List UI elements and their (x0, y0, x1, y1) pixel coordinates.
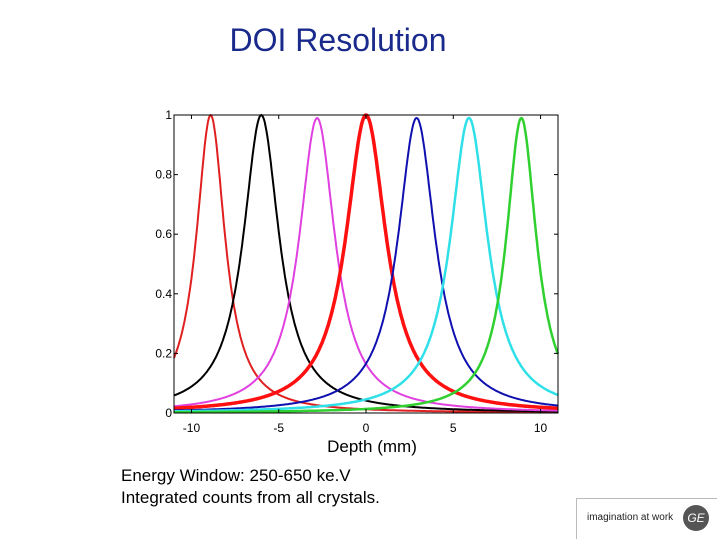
series-line-3 (173, 117, 559, 412)
caption-line-integrated-counts: Integrated counts from all crystals. (121, 488, 380, 507)
x-tick-label: -10 (183, 421, 201, 435)
ge-logo: imagination at work GE (576, 498, 717, 539)
x-tick-label: -5 (273, 421, 284, 435)
curves-layer (173, 113, 560, 414)
slide-title: DOI Resolution (229, 22, 447, 58)
y-tick-label: 1 (165, 108, 172, 122)
series-line-5 (173, 117, 559, 412)
series-line-6 (173, 116, 559, 413)
y-tick-label: 0.8 (155, 168, 172, 182)
x-tick-label: 0 (363, 421, 370, 435)
y-tick-label: 0.6 (155, 227, 172, 241)
series-line-1 (173, 114, 559, 414)
x-axis-label: Depth (mm) (327, 437, 417, 456)
x-tick-label: 5 (450, 421, 457, 435)
caption-line-energy-window: Energy Window: 250-650 ke.V (121, 466, 351, 485)
series-line-7 (173, 116, 560, 414)
y-tick-label: 0.2 (155, 346, 172, 360)
y-tick-label: 0 (165, 406, 172, 420)
caption: Energy Window: 250-650 ke.V Integrated c… (121, 465, 380, 509)
series-line-2 (173, 114, 559, 413)
x-tick-label: 10 (534, 421, 548, 435)
ticks-layer: -10 -5 0 5 10 0 0.2 0.4 0.6 0.8 1 (155, 108, 558, 435)
y-tick-label: 0.4 (155, 287, 172, 301)
ge-monogram-icon: GE (683, 505, 709, 531)
logo-tagline: imagination at work (587, 512, 674, 523)
plot-frame (173, 114, 559, 414)
